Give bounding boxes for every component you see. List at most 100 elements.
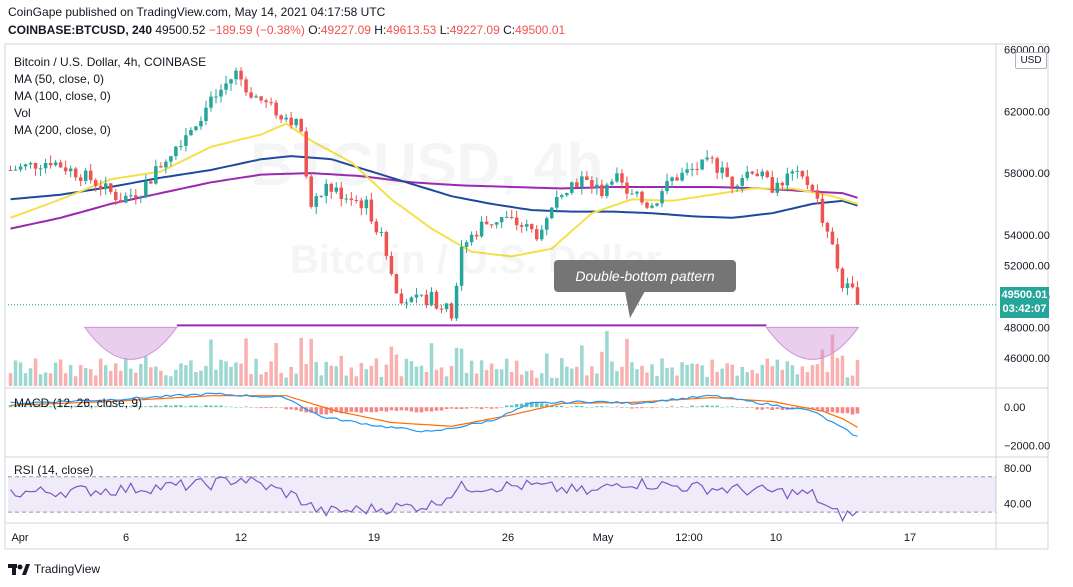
macd-histogram-bar	[344, 407, 349, 413]
candle-body	[755, 173, 760, 177]
macd-histogram-bar	[645, 407, 649, 408]
volume-bar	[58, 359, 63, 386]
volume-bar	[174, 369, 178, 386]
volume-bar	[48, 373, 53, 386]
candle-body	[244, 79, 248, 93]
candle-body	[33, 162, 38, 169]
volume-bar	[464, 372, 469, 386]
volume-bar	[199, 370, 203, 386]
legend-ma200[interactable]: MA (200, close, 0)	[14, 123, 111, 137]
candle-body	[13, 169, 18, 171]
legend-ma100[interactable]: MA (100, close, 0)	[14, 89, 111, 103]
candle-body	[585, 176, 589, 181]
candle-body	[63, 167, 68, 172]
macd-histogram-bar	[209, 405, 213, 408]
candle-body	[154, 166, 158, 184]
volume-bar	[545, 353, 549, 386]
macd-histogram-bar	[830, 407, 835, 413]
candle-body	[499, 217, 504, 223]
macd-histogram-bar	[384, 407, 389, 412]
volume-bar	[23, 373, 28, 386]
volume-bar	[745, 372, 749, 386]
tradingview-logo-icon	[8, 562, 30, 576]
candle-body	[690, 168, 694, 170]
macd-histogram-bar	[765, 407, 770, 409]
volume-bar	[98, 358, 103, 386]
macd-histogram-bar	[299, 407, 303, 412]
candle-body	[575, 182, 579, 188]
candle-body	[83, 170, 88, 181]
candle-body	[18, 166, 23, 170]
volume-bar	[28, 368, 33, 386]
volume-bar	[169, 376, 173, 386]
macd-histogram-bar	[665, 407, 669, 408]
candle-body	[38, 168, 43, 170]
macd-histogram-bar	[469, 407, 474, 408]
time-tick-label: 19	[368, 532, 380, 544]
macd-histogram-bar	[98, 406, 103, 408]
legend-rsi[interactable]: RSI (14, close)	[14, 463, 94, 477]
volume-bar	[294, 373, 298, 386]
candle-body	[479, 221, 484, 237]
macd-histogram-bar	[68, 406, 73, 408]
volume-bar	[159, 370, 163, 386]
candle-body	[565, 192, 569, 196]
macd-histogram-bar	[359, 407, 364, 413]
macd-histogram-bar	[444, 407, 449, 409]
candle-body	[264, 100, 268, 103]
macd-histogram-bar	[675, 407, 679, 408]
macd-histogram-bar	[149, 405, 153, 408]
volume-bar	[655, 376, 659, 386]
candle-body	[189, 130, 193, 136]
volume-bar	[179, 363, 183, 386]
volume-bar	[605, 331, 609, 386]
time-tick-label: 6	[123, 532, 129, 544]
macd-histogram-bar	[33, 405, 38, 408]
candle-body	[204, 107, 208, 121]
candle-body	[825, 222, 830, 232]
candle-body	[88, 170, 93, 181]
macd-histogram-bar	[494, 407, 499, 409]
rsi-tick-label: 80.00	[1004, 463, 1032, 475]
pattern-callout: Double-bottom pattern	[554, 260, 736, 292]
candle-body	[630, 193, 634, 195]
candle-body	[68, 168, 73, 172]
candle-body	[590, 180, 594, 188]
tradingview-logo[interactable]: TradingView	[8, 562, 100, 576]
macd-histogram-bar	[174, 405, 178, 408]
currency-badge[interactable]: USD	[1015, 52, 1047, 69]
macd-histogram-bar	[595, 406, 599, 408]
volume-bar	[269, 361, 273, 386]
candle-body	[459, 246, 464, 286]
chart-title[interactable]: Bitcoin / U.S. Dollar, 4h, COINBASE	[14, 55, 207, 69]
candle-body	[745, 171, 749, 179]
candle-body	[48, 163, 53, 166]
candle-body	[334, 187, 339, 192]
volume-bar	[539, 373, 544, 386]
pattern-bottom-2	[765, 326, 860, 360]
volume-bar	[454, 347, 459, 386]
macd-histogram-bar	[229, 406, 233, 408]
legend-vol[interactable]: Vol	[14, 106, 31, 120]
candle-body	[560, 195, 564, 198]
volume-bar	[765, 358, 770, 386]
candle-body	[800, 170, 805, 177]
legend-macd[interactable]: MACD (12, 26, close, 9)	[14, 396, 143, 410]
high-label: H:	[374, 23, 387, 37]
legend-ma50[interactable]: MA (50, close, 0)	[14, 72, 105, 86]
macd-histogram-bar	[670, 406, 674, 408]
volume-bar	[214, 369, 218, 386]
volume-bar	[620, 366, 624, 386]
candle-body	[464, 242, 469, 247]
macd-histogram-bar	[575, 405, 579, 408]
volume-bar	[735, 375, 739, 386]
candle-body	[775, 182, 780, 193]
volume-bar	[244, 338, 248, 386]
time-axis[interactable]: Apr 6 12 19 26 May 12:00 10 17	[11, 532, 916, 544]
volume-bar	[640, 365, 644, 386]
candle-body	[379, 231, 384, 233]
candle-body	[610, 181, 614, 185]
macd-histogram-bar	[349, 407, 354, 412]
time-tick-label: Apr	[11, 532, 28, 544]
